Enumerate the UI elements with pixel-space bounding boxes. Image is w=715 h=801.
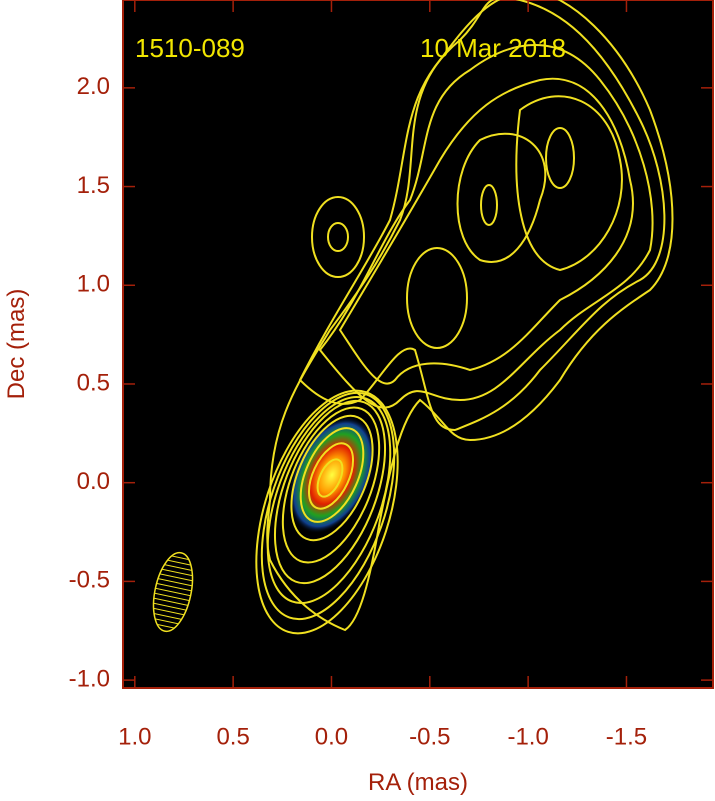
source-label: 1510-089 bbox=[135, 33, 245, 63]
x-tick-label: 1.0 bbox=[118, 723, 151, 750]
date-label: 10 Mar 2018 bbox=[420, 33, 566, 63]
y-tick-label: 1.0 bbox=[77, 271, 110, 298]
y-tick-label: 0.5 bbox=[77, 369, 110, 396]
x-tick-label: -1.5 bbox=[606, 723, 647, 750]
contours bbox=[255, 0, 674, 635]
x-tick-label: -1.0 bbox=[507, 723, 548, 750]
plot-area bbox=[122, 0, 714, 689]
y-tick-label: -0.5 bbox=[69, 567, 110, 594]
x-tick-label: 0.5 bbox=[216, 723, 249, 750]
beam bbox=[152, 551, 194, 633]
x-tick-label: 0.0 bbox=[315, 723, 348, 750]
x-axis-label: RA (mas) bbox=[368, 769, 468, 796]
y-tick-label: 0.0 bbox=[77, 468, 110, 495]
x-tick-label: -0.5 bbox=[409, 723, 450, 750]
image bbox=[152, 0, 674, 635]
y-tick-label: -1.0 bbox=[69, 665, 110, 692]
y-tick-label: 1.5 bbox=[77, 172, 110, 199]
y-tick-label: 2.0 bbox=[77, 73, 110, 100]
y-axis-label: Dec (mas) bbox=[3, 289, 30, 400]
